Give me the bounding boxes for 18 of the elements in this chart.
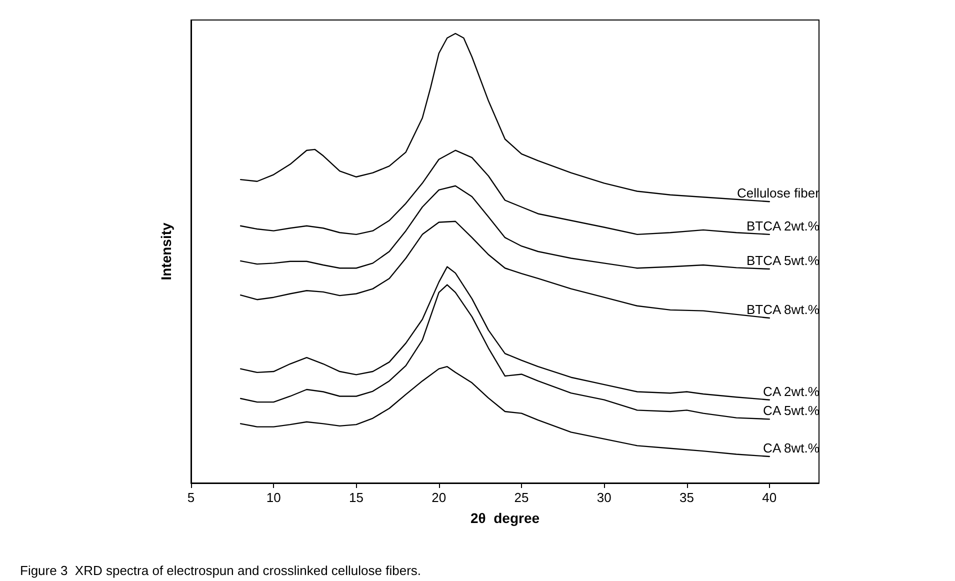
series-label: CA 2wt.% — [763, 384, 820, 399]
x-tick-label: 15 — [349, 490, 364, 505]
series-label: Cellulose fiber — [737, 186, 820, 201]
x-tick-label: 5 — [187, 490, 195, 505]
series-label: BTCA 8wt.% — [746, 302, 820, 318]
x-tick-label: 30 — [596, 490, 612, 505]
series-label: BTCA 5wt.% — [746, 253, 820, 268]
y-axis-title: Intensity — [158, 222, 174, 280]
x-tick-label: 35 — [680, 490, 694, 505]
series-label: CA 8wt.% — [763, 440, 820, 456]
x-tick-label: 40 — [762, 490, 777, 505]
x-tick-label: 25 — [514, 490, 529, 505]
series-label: BTCA 2wt.% — [746, 218, 820, 234]
x-axis-title: 2θ degree — [470, 510, 540, 526]
caption: Figure 3 XRD spectra of electrospun and crosslinked cellulose fibers. — [20, 563, 422, 578]
series-label: CA 5wt.% — [763, 403, 820, 418]
x-tick-label: 20 — [432, 490, 446, 505]
x-tick-label: 10 — [266, 490, 281, 505]
